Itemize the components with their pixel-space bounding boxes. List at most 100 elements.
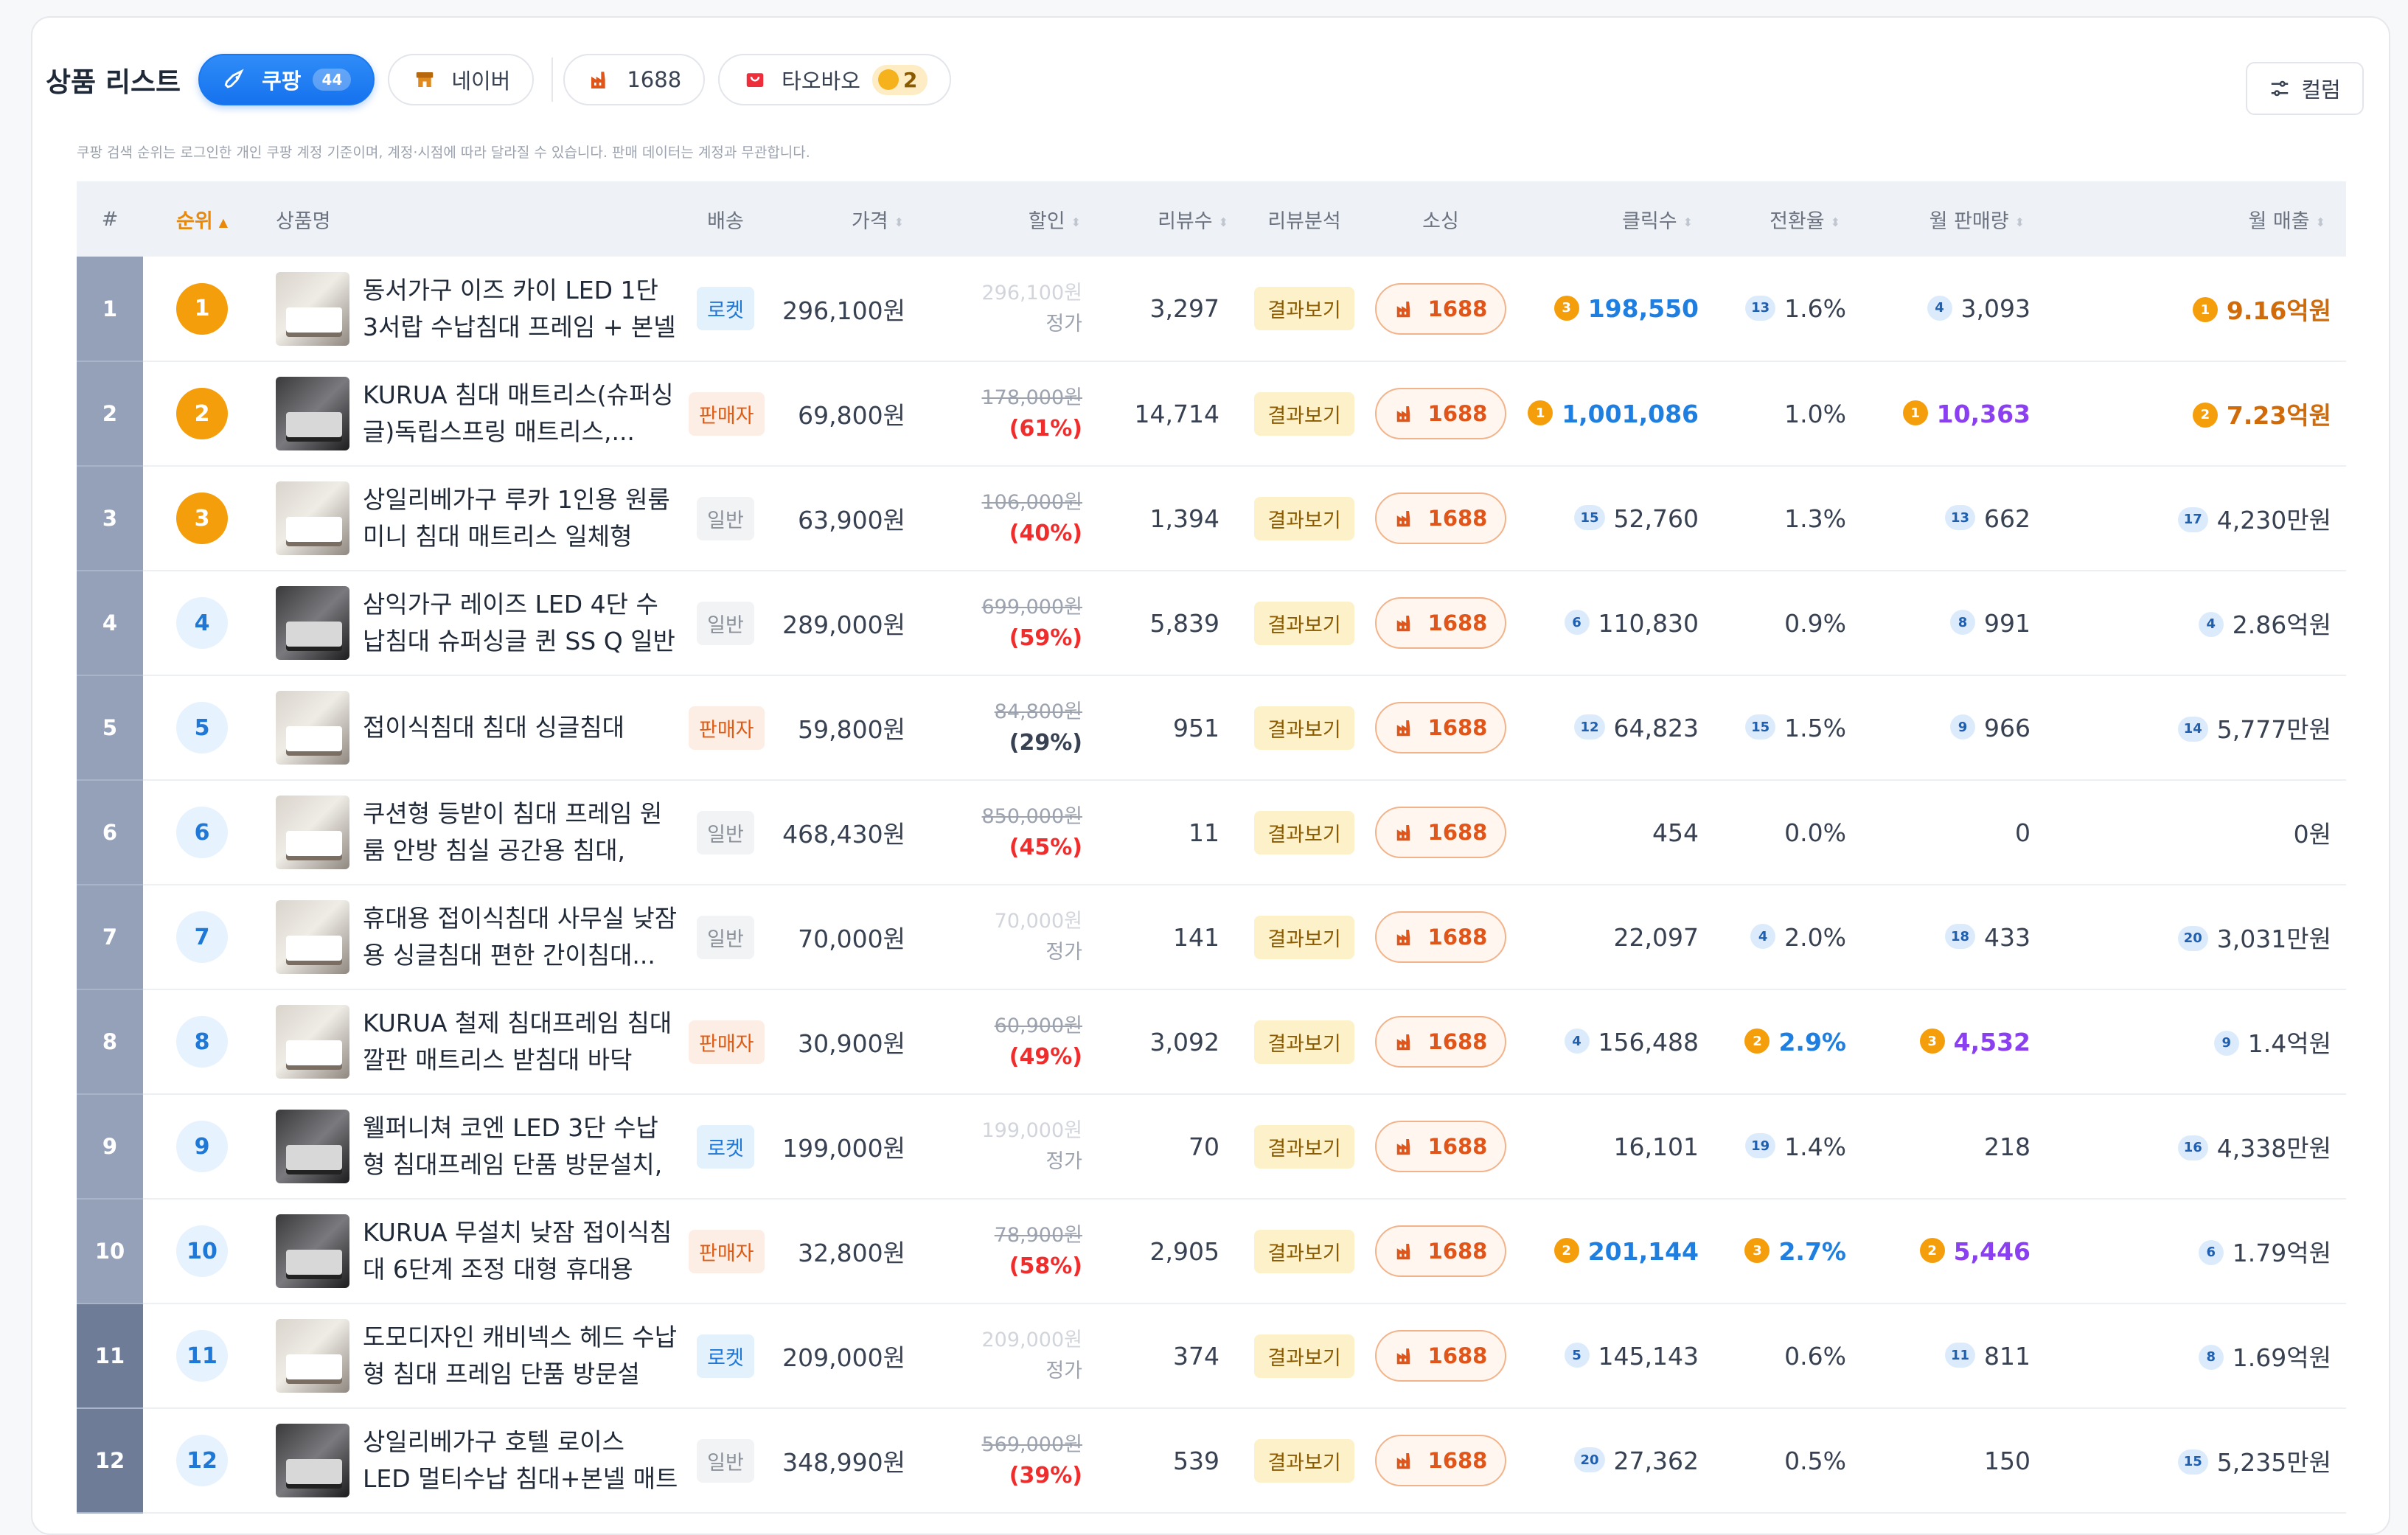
rank-badge: 6 xyxy=(2198,1239,2224,1265)
product-name-link[interactable]: 쿠션형 등받이 침대 프레임 원룸 안방 침실 공간용 침대, B01(... xyxy=(363,799,663,865)
review-analysis-button[interactable]: 결과보기 xyxy=(1254,601,1354,645)
table-row[interactable]: 10 10 KURUA 무설치 낮잠 접이식침대 6단계 조정 대형 휴대용 야… xyxy=(77,1199,2346,1304)
review-analysis-button[interactable]: 결과보기 xyxy=(1254,1334,1354,1378)
product-name-link[interactable]: 휴대용 접이식침대 사무실 낮잠용 싱글침대 편한 간이침대... xyxy=(363,904,678,970)
col-rank-sort[interactable]: 순위 ▲ xyxy=(143,181,261,257)
col-price-sort[interactable]: 가격 ⬍ xyxy=(762,181,925,257)
product-name-link[interactable]: 동서가구 이즈 카이 LED 1단 3서랍 수납침대 프레임 + 본넬 ... xyxy=(363,275,676,341)
col-clicks-sort[interactable]: 클릭수 ⬍ xyxy=(1522,181,1713,257)
table-row[interactable]: 11 11 도모디자인 캐비넥스 헤드 수납형 침대 프레임 단품 방문설치..… xyxy=(77,1303,2346,1409)
product-thumbnail[interactable] xyxy=(276,1424,349,1497)
product-thumbnail[interactable] xyxy=(276,1005,349,1079)
product-cell[interactable]: KURUA 무설치 낮잠 접이식침대 6단계 조정 대형 휴대용 야... xyxy=(276,1214,689,1288)
click-count: 52,760 xyxy=(1613,504,1699,533)
rank-circle: 6 xyxy=(176,807,228,858)
product-name-link[interactable]: 상일리베가구 루카 1인용 원룸 미니 침대 매트리스 일체형 침... xyxy=(363,485,670,551)
review-analysis-button[interactable]: 결과보기 xyxy=(1254,391,1354,436)
product-thumbnail[interactable] xyxy=(276,481,349,555)
product-thumbnail[interactable] xyxy=(276,586,349,660)
rank-badge: 2 xyxy=(1744,1028,1770,1054)
review-analysis-button[interactable]: 결과보기 xyxy=(1254,706,1354,750)
table-row[interactable]: 9 9 웰퍼니쳐 코엔 LED 3단 수납형 침대프레임 단품 방문설치, 블랙… xyxy=(77,1094,2346,1200)
sort-icon: ⬍ xyxy=(1830,215,1840,229)
review-analysis-button[interactable]: 결과보기 xyxy=(1254,1438,1354,1483)
col-monthly-sales-sort[interactable]: 월 판매량 ⬍ xyxy=(1861,181,2045,257)
col-reviews-sort[interactable]: 리뷰수 ⬍ xyxy=(1102,181,1249,257)
table-row[interactable]: 6 6 쿠션형 등받이 침대 프레임 원룸 안방 침실 공간용 침대, B01(… xyxy=(77,780,2346,885)
product-cell[interactable]: 동서가구 이즈 카이 LED 1단 3서랍 수납침대 프레임 + 본넬 ... xyxy=(276,271,689,346)
sourcing-1688-button[interactable]: 1688 xyxy=(1374,1435,1507,1486)
sourcing-1688-button[interactable]: 1688 xyxy=(1374,282,1507,335)
shipping-badge: 판매자 xyxy=(689,391,765,436)
table-row[interactable]: 3 3 상일리베가구 루카 1인용 원룸 미니 침대 매트리스 일체형 침...… xyxy=(77,466,2346,571)
conversion-rate: 1.4% xyxy=(1784,1132,1846,1161)
review-analysis-button[interactable]: 결과보기 xyxy=(1254,915,1354,959)
sourcing-1688-button[interactable]: 1688 xyxy=(1374,597,1507,649)
review-analysis-button[interactable]: 결과보기 xyxy=(1254,1020,1354,1064)
sourcing-1688-button[interactable]: 1688 xyxy=(1374,388,1507,439)
col-monthly-revenue-sort[interactable]: 월 매출 ⬍ xyxy=(2045,181,2346,257)
factory-icon xyxy=(1396,1034,1410,1051)
price: 69,800원 xyxy=(798,401,905,430)
sourcing-1688-button[interactable]: 1688 xyxy=(1374,492,1507,544)
sourcing-1688-button[interactable]: 1688 xyxy=(1374,807,1507,858)
product-cell[interactable]: KURUA 철제 침대프레임 침대 깔판 매트리스 받침대 바닥 깔... xyxy=(276,1005,689,1079)
product-cell[interactable]: 쿠션형 등받이 침대 프레임 원룸 안방 침실 공간용 침대, B01(... xyxy=(276,796,689,869)
product-thumbnail[interactable] xyxy=(276,1319,349,1393)
product-cell[interactable]: 상일리베가구 루카 1인용 원룸 미니 침대 매트리스 일체형 침... xyxy=(276,481,689,555)
product-name-link[interactable]: 접이식침대 침대 싱글침대 xyxy=(363,713,624,742)
table-row[interactable]: 2 2 KURUA 침대 매트리스(슈퍼싱글)독립스프링 매트리스,... 판매… xyxy=(77,361,2346,467)
product-thumbnail[interactable] xyxy=(276,377,349,450)
review-analysis-button[interactable]: 결과보기 xyxy=(1254,287,1354,330)
product-cell[interactable]: 삼익가구 레이즈 LED 4단 수납침대 슈퍼싱글 퀸 SS Q 일반 ... xyxy=(276,586,689,660)
rank-badge: 4 xyxy=(2198,611,2224,637)
table-row[interactable]: 1 1 동서가구 이즈 카이 LED 1단 3서랍 수납침대 프레임 + 본넬 … xyxy=(77,257,2346,362)
product-name-link[interactable]: KURUA 무설치 낮잠 접이식침대 6단계 조정 대형 휴대용 야... xyxy=(363,1218,672,1284)
product-thumbnail[interactable] xyxy=(276,1110,349,1183)
product-thumbnail[interactable] xyxy=(276,1214,349,1288)
sourcing-1688-button[interactable]: 1688 xyxy=(1374,911,1507,963)
table-row[interactable]: 7 7 휴대용 접이식침대 사무실 낮잠용 싱글침대 편한 간이침대... 일반… xyxy=(77,885,2346,990)
product-cell[interactable]: 접이식침대 침대 싱글침대 xyxy=(276,691,689,765)
product-cell[interactable]: 웰퍼니쳐 코엔 LED 3단 수납형 침대프레임 단품 방문설치, 블랙 xyxy=(276,1110,689,1183)
col-discount-sort[interactable]: 할인 ⬍ xyxy=(925,181,1102,257)
platform-tab-1688[interactable]: 1688 xyxy=(563,54,706,105)
rank-badge: 20 xyxy=(2177,925,2208,951)
product-cell[interactable]: 도모디자인 캐비넥스 헤드 수납형 침대 프레임 단품 방문설치... xyxy=(276,1319,689,1393)
product-thumbnail[interactable] xyxy=(276,271,349,346)
sourcing-1688-button[interactable]: 1688 xyxy=(1374,1330,1507,1382)
product-thumbnail[interactable] xyxy=(276,796,349,869)
product-thumbnail[interactable] xyxy=(276,691,349,765)
column-settings-button[interactable]: 컬럼 xyxy=(2246,62,2364,115)
product-name-link[interactable]: KURUA 철제 침대프레임 침대 깔판 매트리스 받침대 바닥 깔... xyxy=(363,1009,672,1074)
product-cell[interactable]: 휴대용 접이식침대 사무실 낮잠용 싱글침대 편한 간이침대... xyxy=(276,900,689,974)
col-conversion-sort[interactable]: 전환율 ⬍ xyxy=(1713,181,1861,257)
platform-tab-naver[interactable]: 네이버 xyxy=(388,54,535,105)
monthly-revenue: 4,338만원 xyxy=(2216,1134,2331,1163)
sourcing-1688-button[interactable]: 1688 xyxy=(1374,702,1507,753)
conversion-rate: 1.3% xyxy=(1784,504,1846,533)
platform-tab-taobao[interactable]: 타오바오 2 xyxy=(718,54,952,105)
table-row[interactable]: 4 4 삼익가구 레이즈 LED 4단 수납침대 슈퍼싱글 퀸 SS Q 일반 … xyxy=(77,571,2346,676)
table-row[interactable]: 12 12 상일리베가구 호텔 로이스 LED 멀티수납 침대+본넬 매트리스.… xyxy=(77,1408,2346,1514)
product-cell[interactable]: 상일리베가구 호텔 로이스 LED 멀티수납 침대+본넬 매트리스... xyxy=(276,1424,689,1497)
review-analysis-button[interactable]: 결과보기 xyxy=(1254,1124,1354,1169)
review-analysis-button[interactable]: 결과보기 xyxy=(1254,496,1354,540)
monthly-sales: 5,446 xyxy=(1953,1236,2031,1266)
product-name-link[interactable]: 도모디자인 캐비넥스 헤드 수납형 침대 프레임 단품 방문설치... xyxy=(363,1323,678,1388)
product-name-link[interactable]: KURUA 침대 매트리스(슈퍼싱글)독립스프링 매트리스,... xyxy=(363,380,674,446)
review-analysis-button[interactable]: 결과보기 xyxy=(1254,810,1354,854)
product-name-link[interactable]: 웰퍼니쳐 코엔 LED 3단 수납형 침대프레임 단품 방문설치, 블랙 xyxy=(363,1113,663,1179)
sourcing-1688-button[interactable]: 1688 xyxy=(1374,1016,1507,1068)
sourcing-1688-button[interactable]: 1688 xyxy=(1374,1225,1507,1277)
product-name-link[interactable]: 삼익가구 레이즈 LED 4단 수납침대 슈퍼싱글 퀸 SS Q 일반 ... xyxy=(363,590,675,655)
product-name-link[interactable]: 상일리베가구 호텔 로이스 LED 멀티수납 침대+본넬 매트리스... xyxy=(363,1427,678,1493)
sourcing-1688-button[interactable]: 1688 xyxy=(1374,1121,1507,1172)
product-cell[interactable]: KURUA 침대 매트리스(슈퍼싱글)독립스프링 매트리스,... xyxy=(276,377,689,450)
platform-tab-coupang[interactable]: 쿠팡 44 xyxy=(198,54,375,105)
review-analysis-button[interactable]: 결과보기 xyxy=(1254,1229,1354,1273)
shipping-badge: 일반 xyxy=(697,810,754,854)
table-row[interactable]: 5 5 접이식침대 침대 싱글침대 판매자 59,800원 84,800원 (29… xyxy=(77,675,2346,781)
table-row[interactable]: 8 8 KURUA 철제 침대프레임 침대 깔판 매트리스 받침대 바닥 깔..… xyxy=(77,989,2346,1095)
product-thumbnail[interactable] xyxy=(276,900,349,974)
